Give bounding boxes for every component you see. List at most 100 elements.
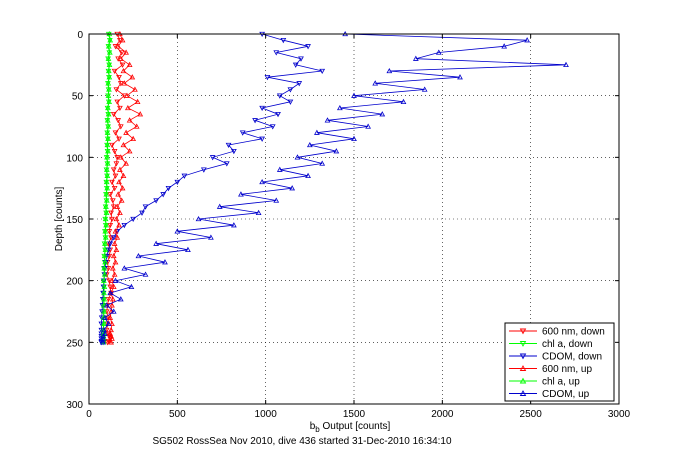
data-point (101, 283, 108, 289)
data-point (109, 216, 115, 223)
data-point (103, 191, 110, 197)
data-point (351, 135, 357, 141)
data-point (107, 314, 114, 320)
data-point (110, 204, 117, 210)
data-point (524, 37, 531, 43)
data-point (238, 191, 244, 197)
data-point (111, 271, 118, 277)
data-point (120, 141, 127, 148)
legend-marker (519, 365, 527, 371)
data-point (269, 124, 276, 130)
data-point (102, 234, 109, 240)
data-point (121, 223, 128, 229)
data-point (333, 148, 340, 154)
data-point (116, 178, 122, 185)
data-point (351, 92, 357, 98)
data-point (116, 222, 122, 228)
data-point (105, 67, 112, 74)
data-point (117, 209, 123, 215)
data-point (200, 167, 207, 173)
data-point (100, 302, 107, 308)
data-point (102, 314, 108, 320)
series-layer (98, 30, 569, 346)
data-point (121, 265, 128, 271)
data-point (111, 240, 118, 246)
data-point (153, 198, 160, 204)
data-point (117, 124, 124, 130)
data-point (101, 252, 108, 259)
legend-label: 600 nm, down (542, 327, 605, 338)
data-point (105, 315, 112, 321)
data-point (111, 149, 118, 155)
data-point (107, 336, 114, 342)
legend-label: chl a, down (542, 339, 593, 350)
data-point (314, 129, 320, 135)
data-point (105, 55, 112, 61)
data-point (116, 75, 122, 81)
data-point (120, 172, 127, 178)
data-point (105, 111, 112, 117)
data-point (102, 330, 108, 336)
data-point (153, 240, 160, 246)
data-point (110, 112, 117, 118)
data-point (105, 92, 112, 98)
data-point (379, 111, 386, 117)
data-point (99, 309, 105, 315)
data-point (105, 104, 111, 111)
data-point (115, 118, 122, 124)
data-point (109, 277, 115, 283)
data-point (126, 148, 133, 154)
data-point (118, 50, 125, 56)
series-cdom-up (99, 30, 569, 345)
data-point (115, 191, 122, 197)
x-tick-label: 2000 (431, 409, 454, 420)
data-point (103, 166, 110, 172)
data-point (280, 38, 287, 44)
data-point (99, 338, 106, 344)
x-axis-label-main: b (310, 421, 316, 432)
data-point (121, 80, 128, 86)
data-point (298, 56, 304, 62)
data-point (109, 320, 115, 326)
data-point (113, 246, 120, 252)
data-point (102, 246, 109, 252)
y-tick-label: 200 (66, 277, 83, 288)
data-point (225, 142, 232, 149)
data-point (100, 333, 107, 339)
data-point (105, 80, 112, 86)
data-point (134, 98, 141, 104)
data-point (294, 154, 301, 160)
data-point (105, 148, 111, 154)
x-tick-label: 1000 (255, 409, 278, 420)
data-point (110, 308, 117, 314)
data-point (106, 98, 113, 104)
data-point (100, 320, 107, 326)
data-point (102, 240, 108, 246)
data-point (109, 296, 116, 302)
data-point (230, 149, 237, 155)
data-point (119, 62, 126, 68)
data-point (195, 215, 202, 222)
data-point (102, 266, 108, 272)
x-tick-label: 500 (169, 409, 186, 420)
data-point (305, 172, 311, 178)
data-point (124, 92, 130, 98)
data-point (109, 179, 115, 186)
data-point (104, 154, 110, 160)
data-point (306, 141, 313, 148)
data-point (109, 302, 115, 308)
data-point (105, 43, 112, 49)
data-point (208, 234, 214, 240)
data-point (264, 75, 271, 81)
data-point (114, 234, 121, 240)
data-point (123, 49, 129, 55)
x-tick-label: 0 (86, 409, 92, 420)
legend-label: CDOM, down (542, 352, 602, 363)
data-point (115, 43, 122, 49)
x-tick-label: 2500 (520, 409, 543, 420)
data-point (108, 326, 114, 333)
data-point (117, 296, 124, 302)
legend-marker (519, 328, 527, 335)
data-point (107, 289, 114, 296)
